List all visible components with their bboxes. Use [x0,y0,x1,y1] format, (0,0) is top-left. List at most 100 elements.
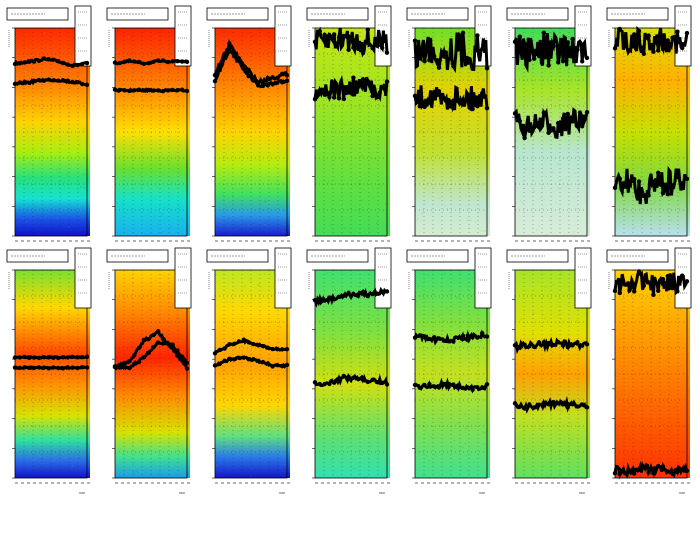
heatmap-speckle [420,195,422,197]
heatmap-speckle [156,225,159,228]
series-point [527,402,532,407]
series-point [412,93,418,99]
heatmap-speckle [444,204,447,207]
heatmap-speckle [453,440,456,442]
heatmap-speckle [146,157,148,159]
heatmap-speckle [216,276,219,278]
heatmap-speckle [570,439,573,441]
heatmap-speckle [70,290,73,292]
series-point [651,180,656,185]
heatmap-speckle [651,297,654,299]
series-point [270,75,275,80]
heatmap-speckle [327,340,329,343]
heatmap-speckle [326,272,328,274]
heatmap-speckle [24,70,27,72]
series-point [17,61,22,66]
series-point [60,60,66,66]
heatmap-speckle [264,149,267,152]
heatmap-speckle [375,151,378,153]
series-point [160,341,166,346]
series-point [56,59,61,64]
series-point [117,87,123,93]
heatmap-speckle [424,196,426,198]
heatmap-speckle [358,316,361,318]
heatmap-speckle [259,339,262,341]
heatmap-speckle [423,364,425,366]
heatmap-speckle [231,194,234,197]
heatmap-speckle [250,468,253,471]
heatmap-speckle [649,146,651,148]
heatmap-speckle [639,289,642,292]
series-point [580,59,585,64]
heatmap-speckle [543,199,545,201]
series-point [384,50,390,55]
heatmap-speckle [465,427,467,429]
heatmap-speckle [569,422,571,424]
heatmap-speckle [344,328,346,331]
heatmap-speckle [337,125,340,128]
heatmap-speckle [32,122,34,125]
series-point [541,340,546,345]
heatmap-speckle [322,374,324,377]
series-point [180,354,185,359]
heatmap-speckle [427,273,429,276]
series-point [646,470,651,475]
heatmap-speckle [516,147,518,149]
heatmap-speckle [622,126,624,129]
heatmap-speckle [442,142,444,145]
heatmap-speckle [565,176,568,178]
series-point [70,79,75,85]
heatmap-speckle [127,66,129,68]
heatmap-speckle [182,77,184,80]
heatmap-speckle [162,231,164,233]
heatmap-speckle [166,401,169,404]
heatmap-speckle [264,184,266,186]
heatmap-speckle [115,388,118,390]
heatmap-speckle [133,347,135,350]
heatmap-speckle [654,464,656,466]
heatmap-speckle [655,107,657,109]
heatmap-speckle [24,348,26,350]
heatmap-speckle [117,299,119,301]
series-point [65,78,71,83]
heatmap-speckle [648,429,650,432]
heatmap-speckle [235,224,237,227]
heatmap-speckle [378,311,380,314]
series-point [227,356,232,362]
series-point [470,106,475,112]
heatmap-speckle [24,392,26,395]
series-point [660,464,666,469]
heatmap-speckle [327,226,329,229]
heatmap-speckle [485,127,487,130]
heatmap-speckle [541,463,543,465]
heatmap-speckle [52,62,54,64]
heatmap-speckle [521,202,524,204]
series-point [556,401,561,406]
series-point [80,354,85,360]
heatmap-speckle [82,377,85,379]
heatmap-speckle [246,350,249,352]
heatmap-speckle [139,172,142,175]
color-scale [487,270,490,478]
series-point [680,273,685,278]
heatmap-speckle [155,280,157,282]
heatmap-speckle [434,156,436,158]
series-point [151,59,156,64]
heatmap-speckle [131,277,133,279]
heatmap-speckle [654,419,656,422]
heatmap-speckle [333,301,335,304]
series-point [612,288,618,294]
heatmap-speckle [126,135,128,137]
heatmap-speckle [527,172,529,174]
heatmap-speckle [60,175,63,178]
heatmap-speckle [440,144,442,146]
heatmap-speckle [640,85,643,88]
heatmap-speckle [615,164,617,167]
heatmap-speckle [361,427,363,429]
heatmap-speckle [558,197,560,199]
heatmap-speckle [463,343,465,345]
series-point [451,339,456,344]
heatmap-speckle [470,50,473,53]
heatmap-speckle [676,379,678,381]
heatmap-speckle [115,419,117,421]
